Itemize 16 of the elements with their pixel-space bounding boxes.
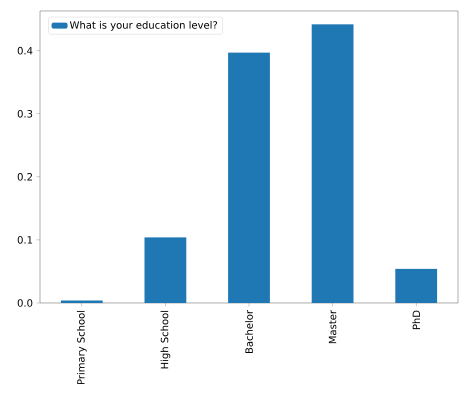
bar xyxy=(228,52,270,303)
x-tick-label: Primary School xyxy=(76,310,87,384)
legend-label: What is your education level? xyxy=(70,21,218,31)
bar xyxy=(312,24,354,303)
x-tick-label: High School xyxy=(160,310,170,368)
x-tick-label: Bachelor xyxy=(245,310,253,354)
x-tick-label: PhD xyxy=(412,310,420,330)
y-tick-label: 0.3 xyxy=(18,110,32,118)
y-tick-label: 0.4 xyxy=(18,46,32,54)
y-tick-label: 0.2 xyxy=(18,173,32,181)
bar xyxy=(60,300,103,303)
y-tick-label: 0.1 xyxy=(18,236,32,244)
bar xyxy=(144,237,186,303)
x-tick-label: Master xyxy=(328,310,336,344)
bar xyxy=(395,268,438,303)
y-tick-label: 0.0 xyxy=(18,299,32,307)
